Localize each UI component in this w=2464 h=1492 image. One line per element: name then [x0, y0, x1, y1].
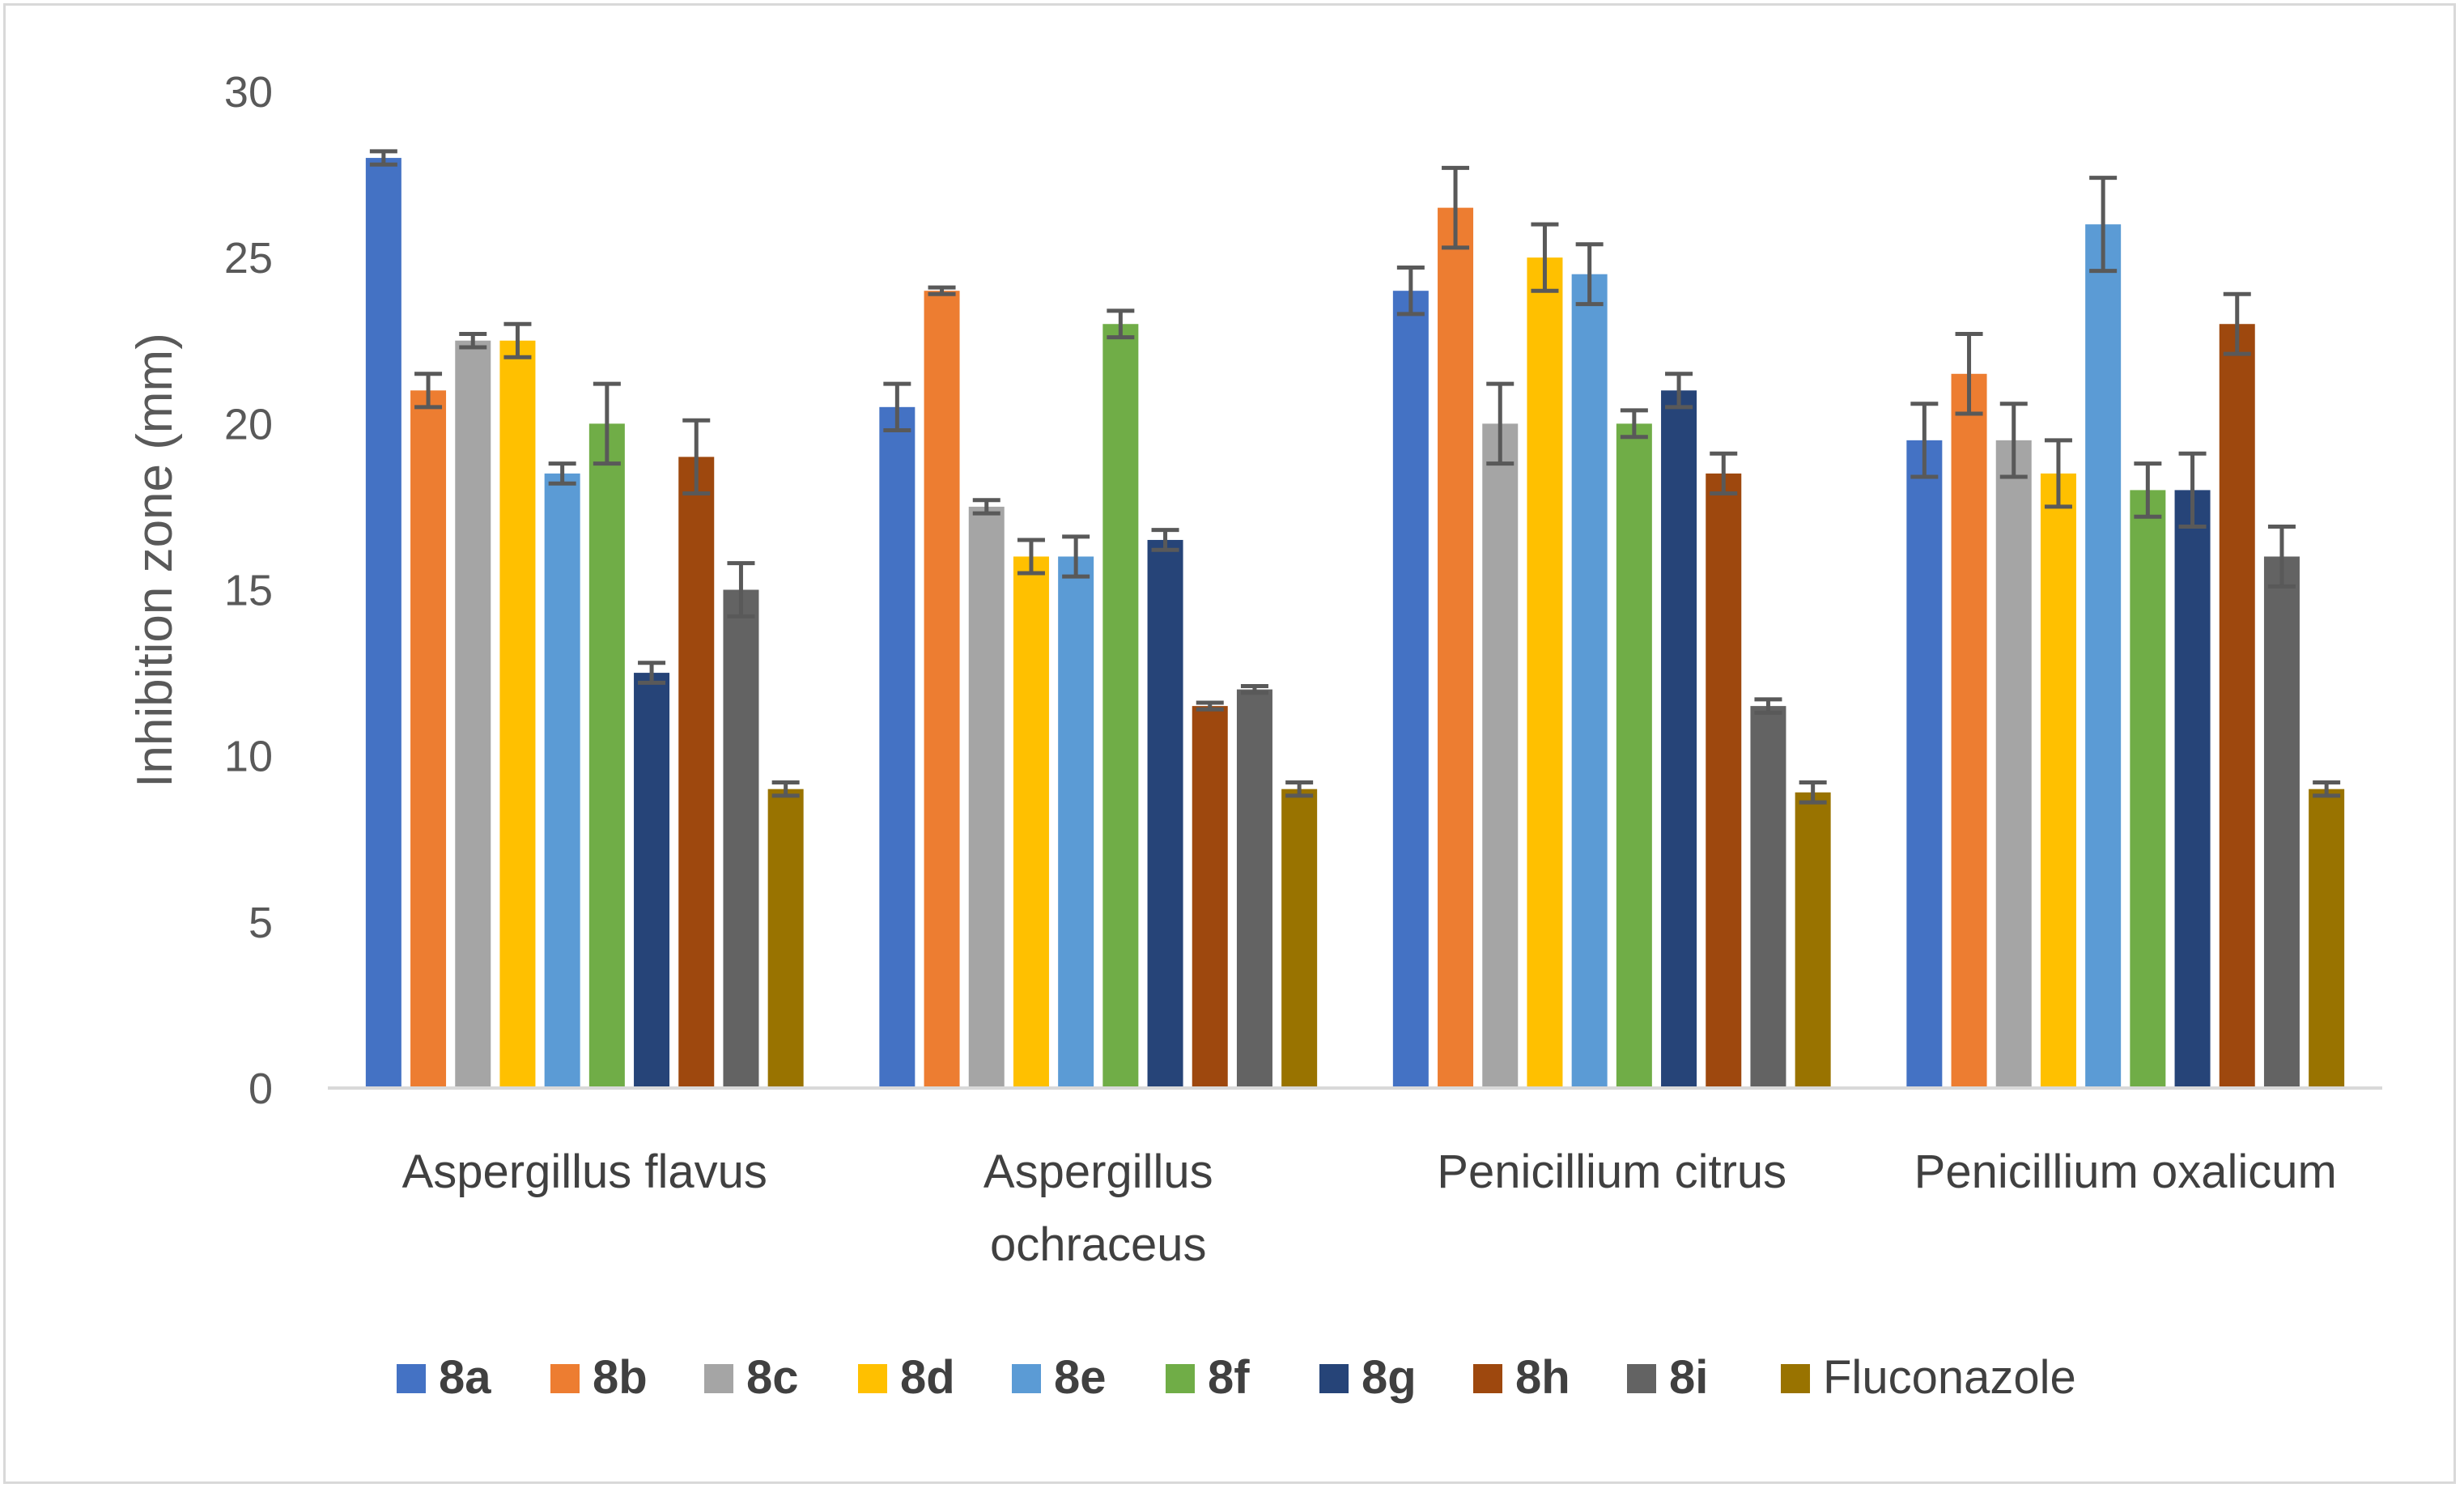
- bar-8h-1: [678, 457, 715, 1088]
- bar-8e-4: [2085, 224, 2122, 1089]
- bar-8g-2: [1147, 539, 1183, 1088]
- bar-8d-1: [499, 340, 536, 1088]
- y-axis-title: Inhibition zone (mm): [127, 333, 183, 788]
- y-tick-label: 10: [224, 733, 273, 781]
- y-tick-label: 5: [249, 899, 273, 947]
- bar-8b-4: [1951, 373, 1987, 1088]
- chart-frame: 0 5 10 15 20 25 30 Aspergillus flavus Aspergill…: [3, 3, 2456, 1484]
- bar-8i-1: [723, 589, 759, 1088]
- y-tick-label: 25: [224, 234, 273, 283]
- bar-8b-2: [924, 291, 960, 1088]
- legend-swatch-8g: [1319, 1364, 1349, 1393]
- bar-8d-2: [1013, 556, 1049, 1088]
- bar-fluconazole-2: [1281, 789, 1318, 1088]
- legend-label-8c: 8c: [746, 1351, 799, 1404]
- bar-fluconazole-1: [767, 789, 804, 1088]
- legend-swatch-8d: [858, 1364, 887, 1393]
- legend-label-8h: 8h: [1515, 1351, 1570, 1404]
- legend-label-8g: 8g: [1362, 1351, 1417, 1404]
- bar-fluconazole-3: [1795, 792, 1831, 1088]
- bar-8h-4: [2219, 324, 2255, 1088]
- bar-8i-3: [1750, 706, 1786, 1088]
- bar-8b-3: [1438, 207, 1474, 1088]
- legend: 8a 8b 8c 8d 8e 8f 8g 8h 8i Fluconazole: [397, 1351, 2076, 1404]
- legend-swatch-8c: [704, 1364, 733, 1393]
- bar-8e-3: [1571, 274, 1608, 1088]
- bar-8h-2: [1192, 706, 1228, 1088]
- legend-swatch-8e: [1012, 1364, 1041, 1393]
- bar-8c-1: [455, 340, 491, 1088]
- bar-8e-1: [544, 473, 580, 1088]
- y-tick-label: 15: [224, 567, 273, 615]
- bar-8e-2: [1058, 556, 1094, 1088]
- bar-8b-1: [410, 390, 447, 1088]
- legend-swatch-8h: [1473, 1364, 1502, 1393]
- category-label: ochraceus: [990, 1218, 1207, 1271]
- legend-swatch-8i: [1627, 1364, 1656, 1393]
- x-axis: Aspergillus flavus Aspergillus ochraceus Pe…: [402, 1146, 2337, 1271]
- legend-label-fluconazole: Fluconazole: [1823, 1351, 2076, 1404]
- bar-8c-4: [1995, 440, 2032, 1088]
- legend-swatch-fluconazole: [1781, 1364, 1810, 1393]
- legend-label-8e: 8e: [1054, 1351, 1107, 1404]
- legend-label-8b: 8b: [593, 1351, 648, 1404]
- bar-8f-2: [1102, 324, 1139, 1088]
- bar-8c-2: [968, 506, 1005, 1088]
- bar-8a-1: [365, 158, 401, 1089]
- bar-8a-4: [1906, 440, 1943, 1088]
- legend-label-8d: 8d: [900, 1351, 955, 1404]
- bar-8d-3: [1527, 257, 1563, 1089]
- error-bars: [369, 149, 2341, 805]
- bar-8a-2: [879, 406, 916, 1089]
- bar-8g-3: [1661, 390, 1697, 1088]
- bar-8f-4: [2130, 490, 2166, 1088]
- category-label: Aspergillus flavus: [402, 1146, 767, 1198]
- bar-8h-3: [1706, 473, 1742, 1088]
- legend-label-8i: 8i: [1669, 1351, 1708, 1404]
- bar-8f-3: [1616, 423, 1652, 1088]
- bar-8i-4: [2263, 556, 2300, 1088]
- bar-8g-4: [2174, 490, 2211, 1088]
- y-tick-label: 20: [224, 400, 273, 448]
- bars: [365, 158, 2345, 1089]
- legend-swatch-8b: [550, 1364, 580, 1393]
- category-label: Penicillium oxalicum: [1914, 1146, 2337, 1198]
- legend-swatch-8a: [397, 1364, 426, 1393]
- bar-fluconazole-4: [2309, 789, 2345, 1088]
- bar-8a-3: [1392, 291, 1429, 1088]
- legend-swatch-8f: [1166, 1364, 1195, 1393]
- bar-8i-2: [1236, 689, 1272, 1088]
- legend-label-8f: 8f: [1208, 1351, 1250, 1404]
- y-tick-label: 30: [224, 68, 273, 117]
- y-tick-label: 0: [249, 1065, 273, 1113]
- bar-8f-1: [588, 423, 625, 1088]
- legend-label-8a: 8a: [439, 1351, 491, 1404]
- category-label: Aspergillus: [983, 1146, 1213, 1198]
- bar-8d-4: [2040, 473, 2076, 1088]
- bar-8c-3: [1482, 423, 1519, 1088]
- bar-8g-1: [634, 673, 670, 1088]
- category-label: Penicillium citrus: [1437, 1146, 1786, 1198]
- y-axis: 0 5 10 15 20 25 30: [224, 68, 273, 1113]
